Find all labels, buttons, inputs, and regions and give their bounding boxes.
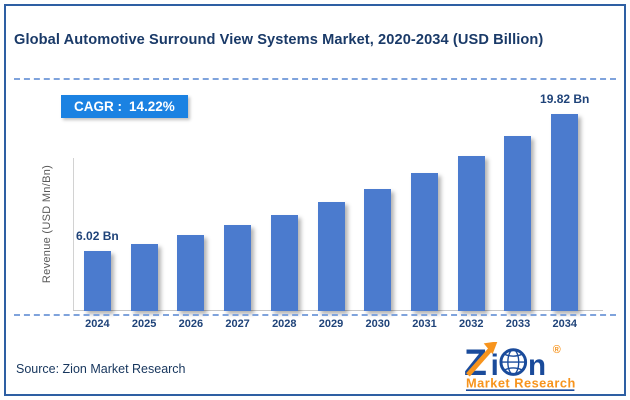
bar-slot-2033 — [495, 136, 542, 311]
bar-slot-2026 — [167, 235, 214, 311]
bar-2028 — [270, 215, 298, 311]
bar-slot-2025 — [121, 244, 168, 311]
x-axis-label-2032: 2032 — [459, 318, 484, 330]
x-axis-label-2030: 2030 — [365, 318, 391, 330]
bar-2032 — [457, 156, 485, 311]
source-text: Source: Zion Market Research — [16, 362, 186, 376]
logo-arrow-icon — [466, 341, 498, 377]
bar-2026 — [177, 235, 205, 311]
zion-logo-graphic: Z i n ® Market Research — [464, 341, 576, 391]
bar-value-label-2024: 6.02 Bn — [76, 229, 119, 243]
y-axis-line — [73, 158, 74, 311]
bottom-divider-dashed-line — [14, 314, 616, 316]
bar-2027 — [224, 225, 252, 311]
logo-tagline: Market Research — [466, 376, 576, 391]
bar-slot-2028 — [261, 215, 308, 311]
bar-value-label-2034: 19.82 Bn — [540, 92, 590, 106]
top-divider-dashed-line — [14, 78, 616, 80]
cagr-badge: CAGR : 14.22% — [61, 95, 188, 118]
chart-title: Global Automotive Surround View Systems … — [14, 32, 544, 48]
x-axis-label-2029: 2029 — [318, 318, 344, 330]
x-axis-label-2034: 2034 — [552, 318, 577, 330]
bar-slot-2032 — [448, 156, 495, 311]
bar-slot-2031 — [401, 173, 448, 311]
plot-area: 6.02 Bn 19.82 Bn — [74, 92, 589, 311]
bar-2034 — [551, 114, 579, 311]
bar-2030 — [364, 189, 392, 311]
bar-slot-2024: 6.02 Bn — [74, 229, 121, 311]
x-axis-label-2027: 2027 — [225, 318, 250, 330]
cagr-label: CAGR : — [74, 99, 122, 114]
globe-icon — [499, 348, 528, 376]
x-axis-label-2026: 2026 — [178, 318, 204, 330]
bar-2024 — [83, 251, 111, 311]
x-axis-label-2024: 2024 — [85, 318, 110, 330]
logo-letter-n: n — [528, 349, 546, 382]
x-axis-labels: 2024 2025 2026 2027 2028 2029 2030 2031 2032 2033… — [74, 318, 588, 330]
logo-registered-mark: ® — [553, 344, 561, 356]
bar-slot-2027 — [214, 225, 261, 311]
x-axis-label-2033: 2033 — [505, 318, 531, 330]
bar-slot-2030 — [354, 189, 401, 311]
cagr-value: 14.22% — [129, 99, 175, 114]
x-axis-label-2025: 2025 — [131, 318, 157, 330]
bar-2031 — [411, 173, 438, 311]
bar-slot-2029 — [308, 202, 355, 311]
zion-market-research-logo: Z i n ® Market Research — [464, 341, 602, 397]
y-axis-label: Revenue (USD Mn/Bn) — [41, 164, 53, 284]
logo-letter-i: i — [491, 349, 499, 382]
bar-2025 — [130, 244, 158, 311]
bar-slot-2034: 19.82 Bn — [540, 92, 589, 311]
bar-2033 — [504, 136, 532, 311]
x-axis-label-2031: 2031 — [412, 318, 437, 330]
bar-2029 — [317, 202, 345, 311]
x-axis-label-2028: 2028 — [272, 318, 297, 330]
